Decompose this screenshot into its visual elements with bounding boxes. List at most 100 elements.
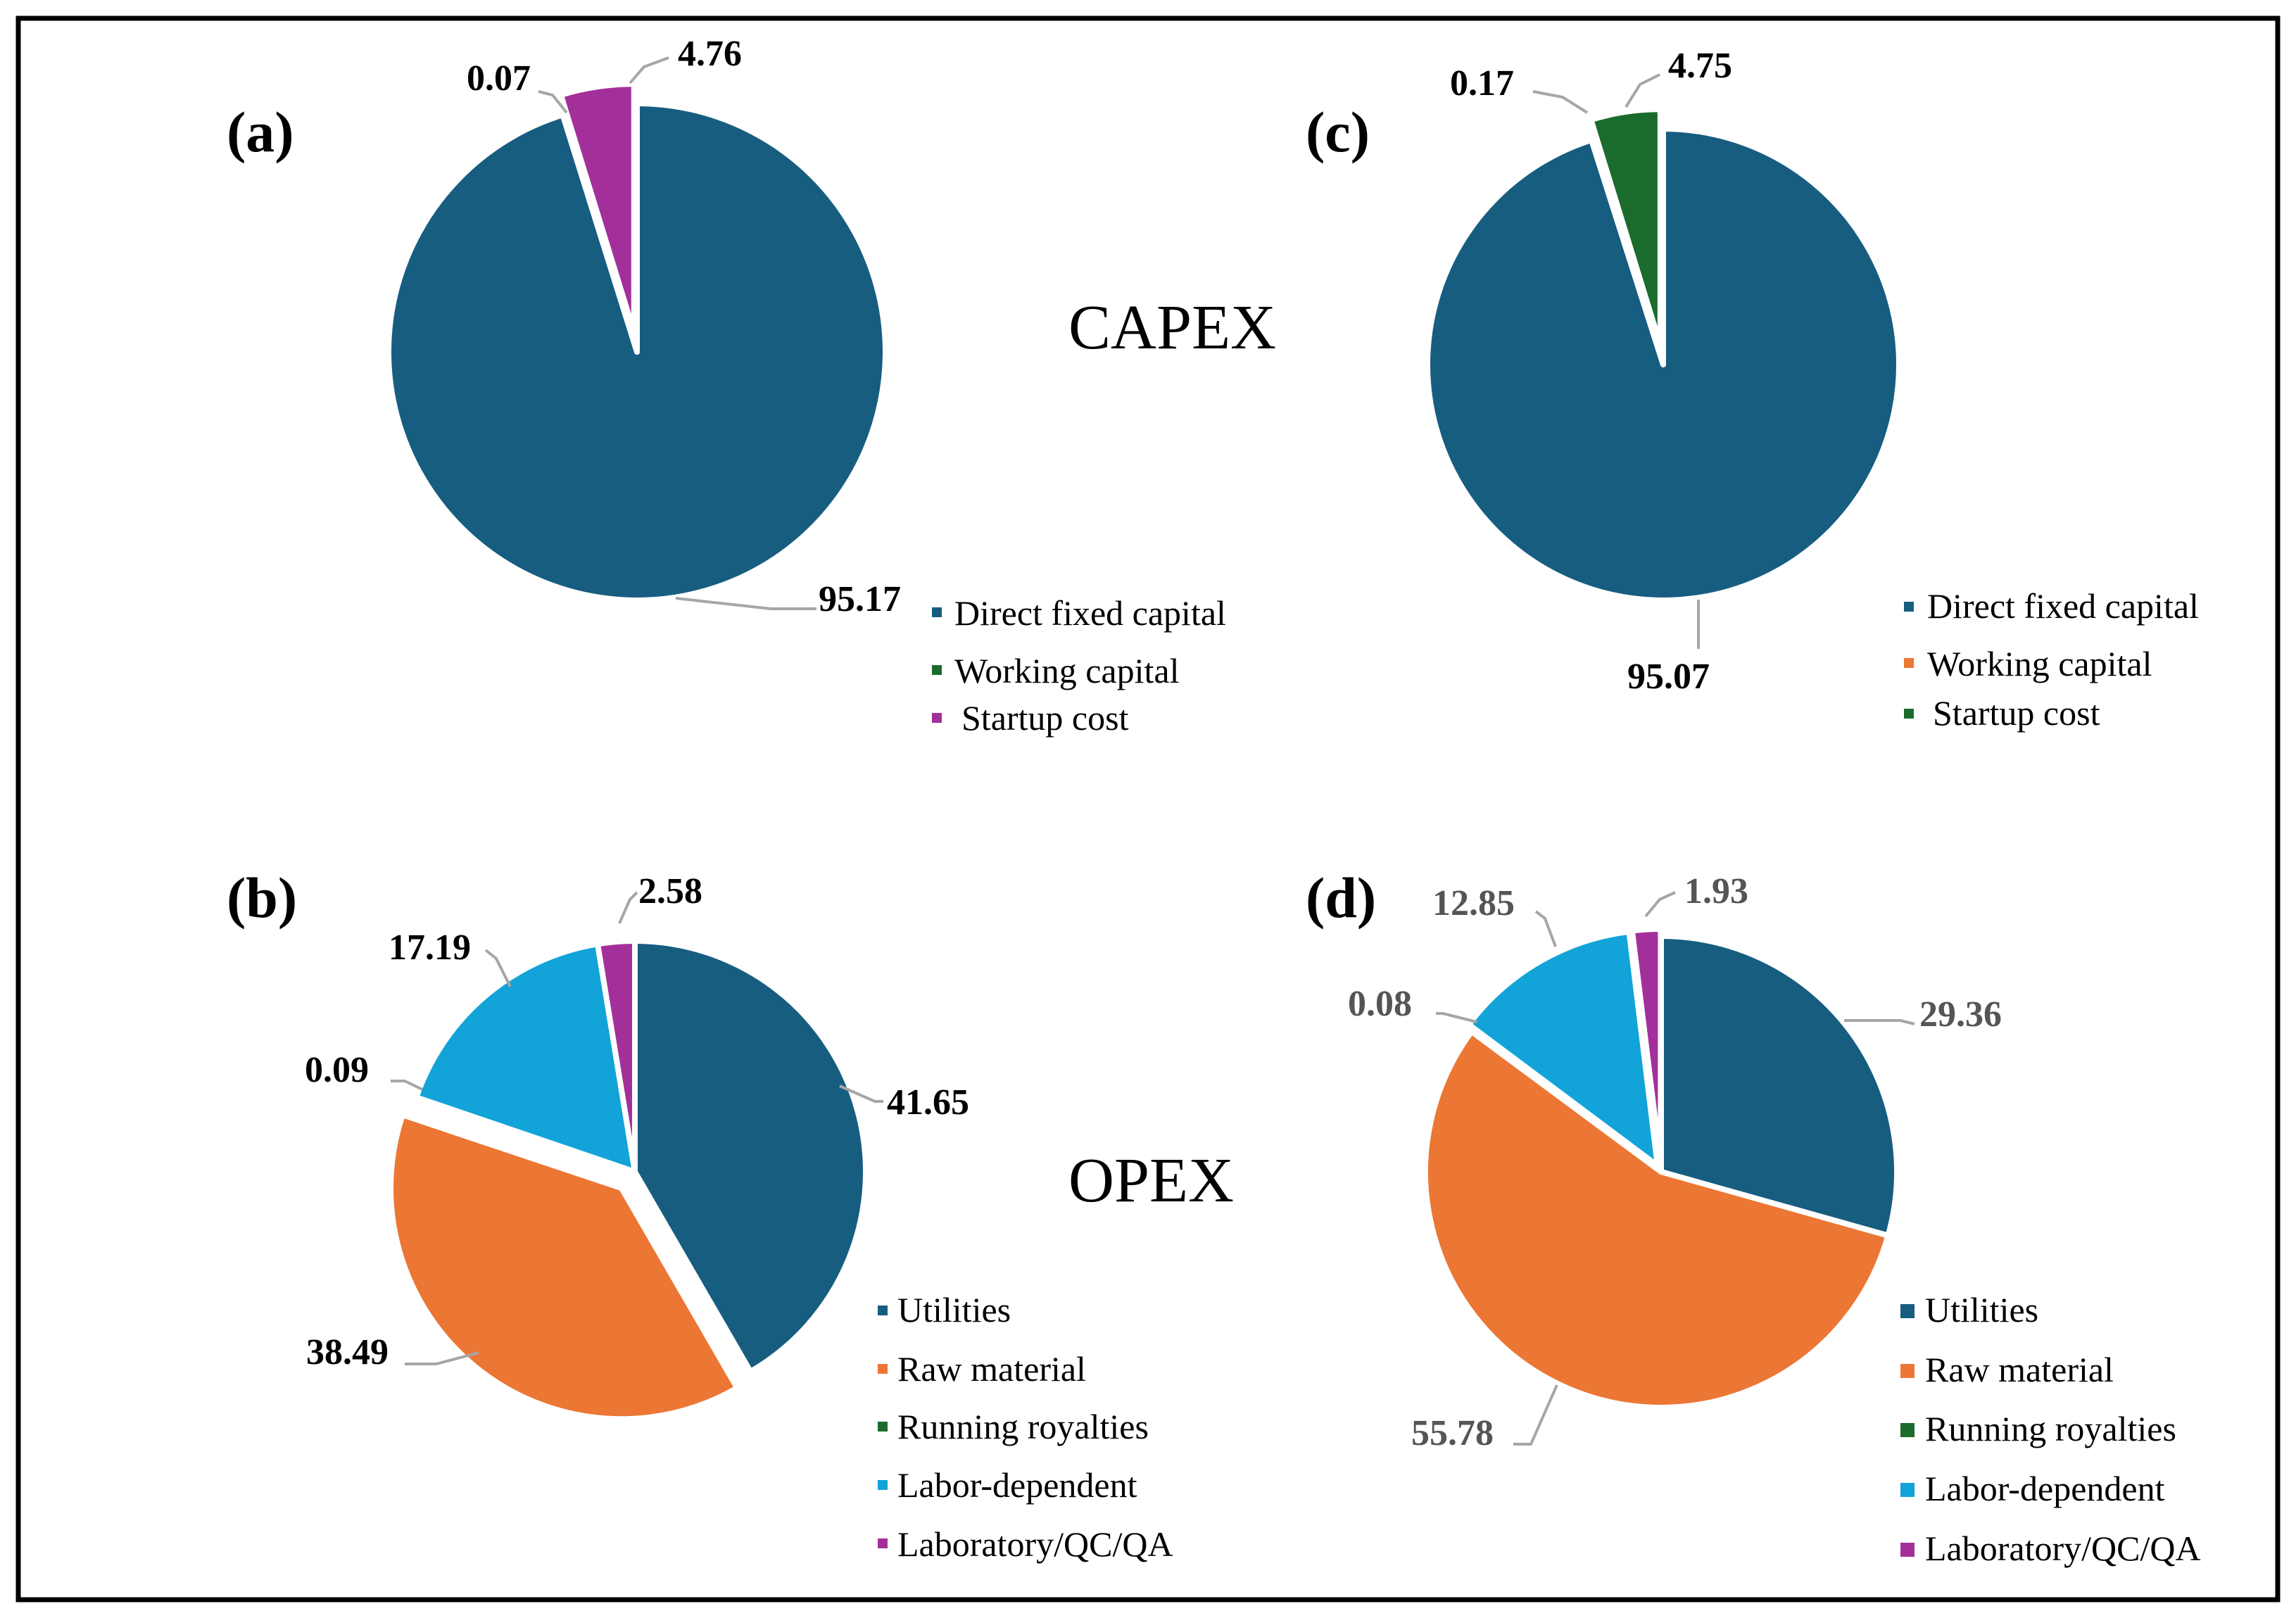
pie-b-slices: [388, 938, 869, 1422]
value-label-d-raw-material: 55.78: [1411, 1413, 1494, 1453]
value-label-d-laboratory: 1.93: [1684, 871, 1748, 911]
legend-d-swatch-running-royalties: [1900, 1423, 1915, 1437]
leader-b-running-royalties: [391, 1080, 423, 1091]
legend-b-swatch-laboratory: [878, 1538, 888, 1548]
legend-c-label-startup-cost: Startup cost: [1933, 693, 2100, 733]
legend-a-swatch-working-capital: [932, 665, 942, 675]
value-label-b-running-royalties: 0.09: [305, 1050, 369, 1090]
legend-d-swatch-utilities: [1900, 1304, 1915, 1318]
center-label-capex: CAPEX: [1068, 293, 1276, 362]
pie-c-leaders: [1532, 73, 1700, 649]
pie-a-slice-working-capital: [560, 111, 640, 355]
value-label-b-labor-dependent: 17.19: [389, 928, 471, 968]
legend-b-label-labor-dependent: Labor-dependent: [897, 1465, 1137, 1505]
pie-d-slices: [1423, 926, 1900, 1410]
legend-b-label-raw-material: Raw material: [897, 1349, 1086, 1389]
legend-c-swatch-startup-cost: [1904, 709, 1914, 719]
panel-c-capex-pie: (c) 95.07 0.17 4.75 Direct fixed capital…: [1306, 46, 2199, 733]
pie-a-leaders: [538, 56, 816, 610]
panel-label-d: (d): [1306, 866, 1376, 930]
panel-label-a: (a): [227, 100, 294, 164]
value-label-d-running-royalties: 0.08: [1348, 984, 1412, 1024]
legend-c-label-direct-fixed-capital: Direct fixed capital: [1927, 586, 2199, 626]
value-label-c-startup-cost: 4.75: [1668, 46, 1732, 86]
legend-c-swatch-direct-fixed-capital: [1904, 602, 1914, 612]
pie-d-slice-utilities: [1658, 933, 1900, 1239]
leader-d-utilities: [1844, 1019, 1915, 1025]
pie-d-slice-running-royalties: [1463, 1023, 1658, 1171]
leader-a-working-capital: [538, 90, 568, 114]
panel-label-c: (c): [1306, 100, 1370, 164]
leader-b-utilities: [839, 1085, 883, 1103]
legend-d-label-labor-dependent: Labor-dependent: [1925, 1469, 2165, 1508]
legend-c: Direct fixed capital Working capital Sta…: [1904, 586, 2199, 733]
panel-a-capex-pie: (a) 95.17 0.07 4.76 Direct fixed capital…: [227, 34, 1226, 738]
pie-d-leaders: [1436, 891, 1915, 1446]
legend-b-swatch-utilities: [878, 1306, 888, 1315]
pie-b-slice-utilities: [632, 938, 869, 1374]
pie-a-slice-startup-cost: [557, 81, 637, 336]
leader-b-laboratory: [618, 891, 638, 924]
value-label-a-direct-fixed-capital: 95.17: [819, 579, 901, 619]
leader-d-running-royalties: [1436, 1012, 1477, 1023]
figure-frame: [15, 15, 2281, 1603]
pie-c-slice-startup-cost: [1588, 106, 1663, 348]
legend-a-label-working-capital: Working capital: [954, 651, 1179, 690]
value-label-c-working-capital: 0.17: [1450, 63, 1514, 103]
pie-c-slices: [1425, 106, 1902, 603]
legend-a: Direct fixed capital Working capital Sta…: [932, 593, 1226, 738]
legend-d-label-raw-material: Raw material: [1925, 1350, 2114, 1389]
leader-c-working-capital: [1532, 90, 1589, 114]
value-label-b-utilities: 41.65: [887, 1082, 969, 1123]
value-label-d-utilities: 29.36: [1919, 994, 2002, 1035]
pie-b-slice-labor-dependent: [413, 941, 638, 1175]
legend-d-swatch-raw-material: [1900, 1364, 1915, 1378]
pie-d-slice-laboratory-qc-qa: [1629, 926, 1664, 1168]
value-label-b-raw-material: 38.49: [306, 1332, 389, 1372]
value-label-a-working-capital: 0.07: [467, 58, 531, 99]
legend-b-label-laboratory: Laboratory/QC/QA: [897, 1524, 1173, 1564]
leader-b-raw-material: [405, 1351, 479, 1365]
panel-label-b: (b): [227, 866, 297, 930]
leader-d-laboratory: [1644, 891, 1676, 918]
legend-d-swatch-laboratory: [1900, 1543, 1915, 1557]
leader-c-startup-cost: [1625, 73, 1660, 108]
value-label-b-laboratory: 2.58: [638, 871, 702, 911]
legend-d-swatch-labor-dependent: [1900, 1483, 1915, 1497]
legend-b-swatch-running-royalties: [878, 1422, 888, 1431]
panel-d-opex-pie: (d) 29.36 55.78 0.08 12.85 1.93 Utilitie…: [1306, 866, 2201, 1568]
pie-b-leaders: [391, 891, 883, 1365]
legend-a-swatch-startup-cost: [932, 713, 942, 723]
legend-d-label-running-royalties: Running royalties: [1925, 1409, 2176, 1448]
panel-b-opex-pie: (b) 41.65 38.49 0.09 17.19 2.58 Utilitie…: [227, 866, 1173, 1564]
legend-c-swatch-working-capital: [1904, 658, 1914, 668]
legend-a-label-direct-fixed-capital: Direct fixed capital: [954, 593, 1226, 633]
leader-b-labor-dependent: [484, 949, 512, 987]
legend-d-label-utilities: Utilities: [1925, 1290, 2038, 1329]
leader-d-raw-material: [1513, 1384, 1558, 1446]
leader-a-direct-fixed-capital: [675, 597, 816, 610]
value-label-c-direct-fixed-capital: 95.07: [1627, 657, 1710, 697]
legend-b: Utilities Raw material Running royalties…: [878, 1290, 1173, 1564]
value-label-d-labor-dependent: 12.85: [1432, 883, 1515, 923]
pie-b-slice-laboratory-qc-qa: [595, 938, 638, 1175]
legend-b-label-utilities: Utilities: [897, 1290, 1011, 1329]
legend-b-swatch-raw-material: [878, 1364, 888, 1374]
legend-c-label-working-capital: Working capital: [1927, 644, 2152, 683]
legend-a-swatch-direct-fixed-capital: [932, 607, 942, 617]
leader-a-startup-cost: [629, 56, 669, 84]
pie-c-slice-working-capital: [1589, 136, 1666, 367]
legend-d: Utilities Raw material Running royalties…: [1900, 1290, 2201, 1568]
pie-a-slices: [386, 81, 888, 603]
legend-d-label-laboratory: Laboratory/QC/QA: [1925, 1529, 2201, 1568]
legend-b-swatch-labor-dependent: [878, 1480, 888, 1490]
leader-d-labor-dependent: [1534, 910, 1557, 947]
pie-d-slice-labor-dependent: [1465, 928, 1660, 1169]
value-label-a-startup-cost: 4.76: [678, 34, 742, 74]
legend-b-label-running-royalties: Running royalties: [897, 1407, 1149, 1446]
pie-b-slice-raw-material: [388, 1112, 740, 1422]
pie-d-slice-raw-material: [1423, 1028, 1891, 1410]
legend-a-label-startup-cost: Startup cost: [961, 698, 1129, 738]
center-label-opex: OPEX: [1068, 1146, 1234, 1215]
